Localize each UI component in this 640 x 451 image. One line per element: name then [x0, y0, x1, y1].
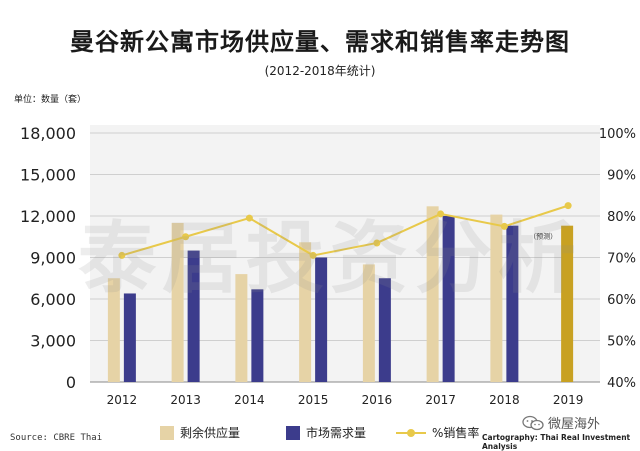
bar-demand-2012	[123, 293, 136, 382]
legend-item-sales-rate: %销售率	[396, 424, 479, 441]
legend-item-supply: 剩余供应量	[160, 424, 240, 441]
credit-note: Cartography: Thai Real Investment Analys…	[482, 433, 631, 451]
x-tick-label-2014: 2014	[234, 393, 265, 407]
y-tick-label-right: 70%	[607, 252, 636, 267]
y-tick-label-left: 6,000	[30, 290, 76, 309]
bar-supply-2013	[171, 222, 184, 382]
sales-rate-point-2018	[500, 222, 508, 230]
y-tick-label-left: 15,000	[20, 166, 76, 185]
legend-swatch-sales-rate	[396, 426, 426, 440]
source-note: Source: CBRE Thai	[10, 433, 103, 443]
bar-supply-2014	[235, 274, 248, 382]
bar-demand-2019	[561, 225, 574, 382]
sales-rate-point-2015	[309, 251, 317, 259]
x-tick-label-2012: 2012	[107, 393, 138, 407]
legend-swatch-demand	[286, 425, 300, 440]
y-tick-label-right: 40%	[607, 376, 636, 391]
sales-rate-point-2017	[437, 210, 445, 218]
bar-demand-2018	[506, 225, 519, 382]
sales-rate-point-2014	[245, 214, 253, 222]
x-tick-label-2018: 2018	[489, 393, 520, 407]
y-tick-label-left: 3,000	[30, 332, 76, 351]
unit-label: 单位：数量（套）	[14, 95, 87, 105]
y-tick-label-right: 80%	[607, 210, 636, 225]
x-tick-label-2019: 2019	[553, 393, 584, 407]
legend-item-demand: 市场需求量	[286, 424, 366, 441]
wechat-label: 微屋海外	[548, 417, 601, 432]
legend-label-demand: 市场需求量	[306, 426, 367, 440]
y-tick-label-right: 60%	[607, 293, 636, 308]
sales-rate-point-2013	[182, 233, 190, 241]
bar-demand-2017	[442, 216, 455, 382]
bar-supply-2018	[490, 214, 503, 382]
y-tick-label-left: 12,000	[20, 207, 76, 226]
legend: 剩余供应量 市场需求量 %销售率	[0, 424, 640, 442]
bar-supply-2015	[299, 242, 312, 382]
bar-supply-2017	[426, 206, 439, 382]
y-tick-label-right: 90%	[607, 169, 636, 184]
bar-supply-2016	[362, 264, 375, 382]
y-tick-label-left: 9,000	[30, 249, 76, 268]
bar-supply-2012	[107, 278, 120, 382]
y-tick-label-right: 50%	[607, 335, 636, 350]
bar-demand-2013	[187, 250, 200, 382]
sales-rate-line	[121, 204, 569, 257]
sales-rate-point-2019	[564, 202, 572, 210]
x-tick-label-2017: 2017	[425, 393, 456, 407]
plot-background	[90, 125, 600, 382]
legend-label-sales-rate: %销售率	[432, 426, 480, 440]
x-tick-label-2015: 2015	[298, 393, 329, 407]
chart-subtitle: (2012-2018年统计)	[264, 64, 376, 78]
legend-swatch-supply	[160, 425, 174, 440]
forecast-label: （预测）	[529, 232, 557, 241]
bar-demand-2015	[315, 257, 328, 382]
sales-rate-point-2016	[373, 239, 381, 247]
wechat-icon	[522, 415, 544, 430]
y-tick-label-right: 100%	[599, 127, 636, 142]
bar-demand-2016	[378, 278, 391, 382]
x-tick-label-2013: 2013	[170, 393, 201, 407]
wechat-badge: 微屋海外	[522, 413, 600, 432]
y-tick-label-left: 18,000	[20, 124, 76, 143]
chart-title: 曼谷新公寓市场供应量、需求和销售率走势图	[70, 28, 570, 56]
sales-rate-point-2012	[118, 251, 126, 259]
x-tick-label-2016: 2016	[362, 393, 393, 407]
legend-label-supply: 剩余供应量	[180, 426, 241, 440]
y-tick-label-left: 0	[66, 373, 76, 392]
bar-demand-2014	[251, 289, 264, 382]
